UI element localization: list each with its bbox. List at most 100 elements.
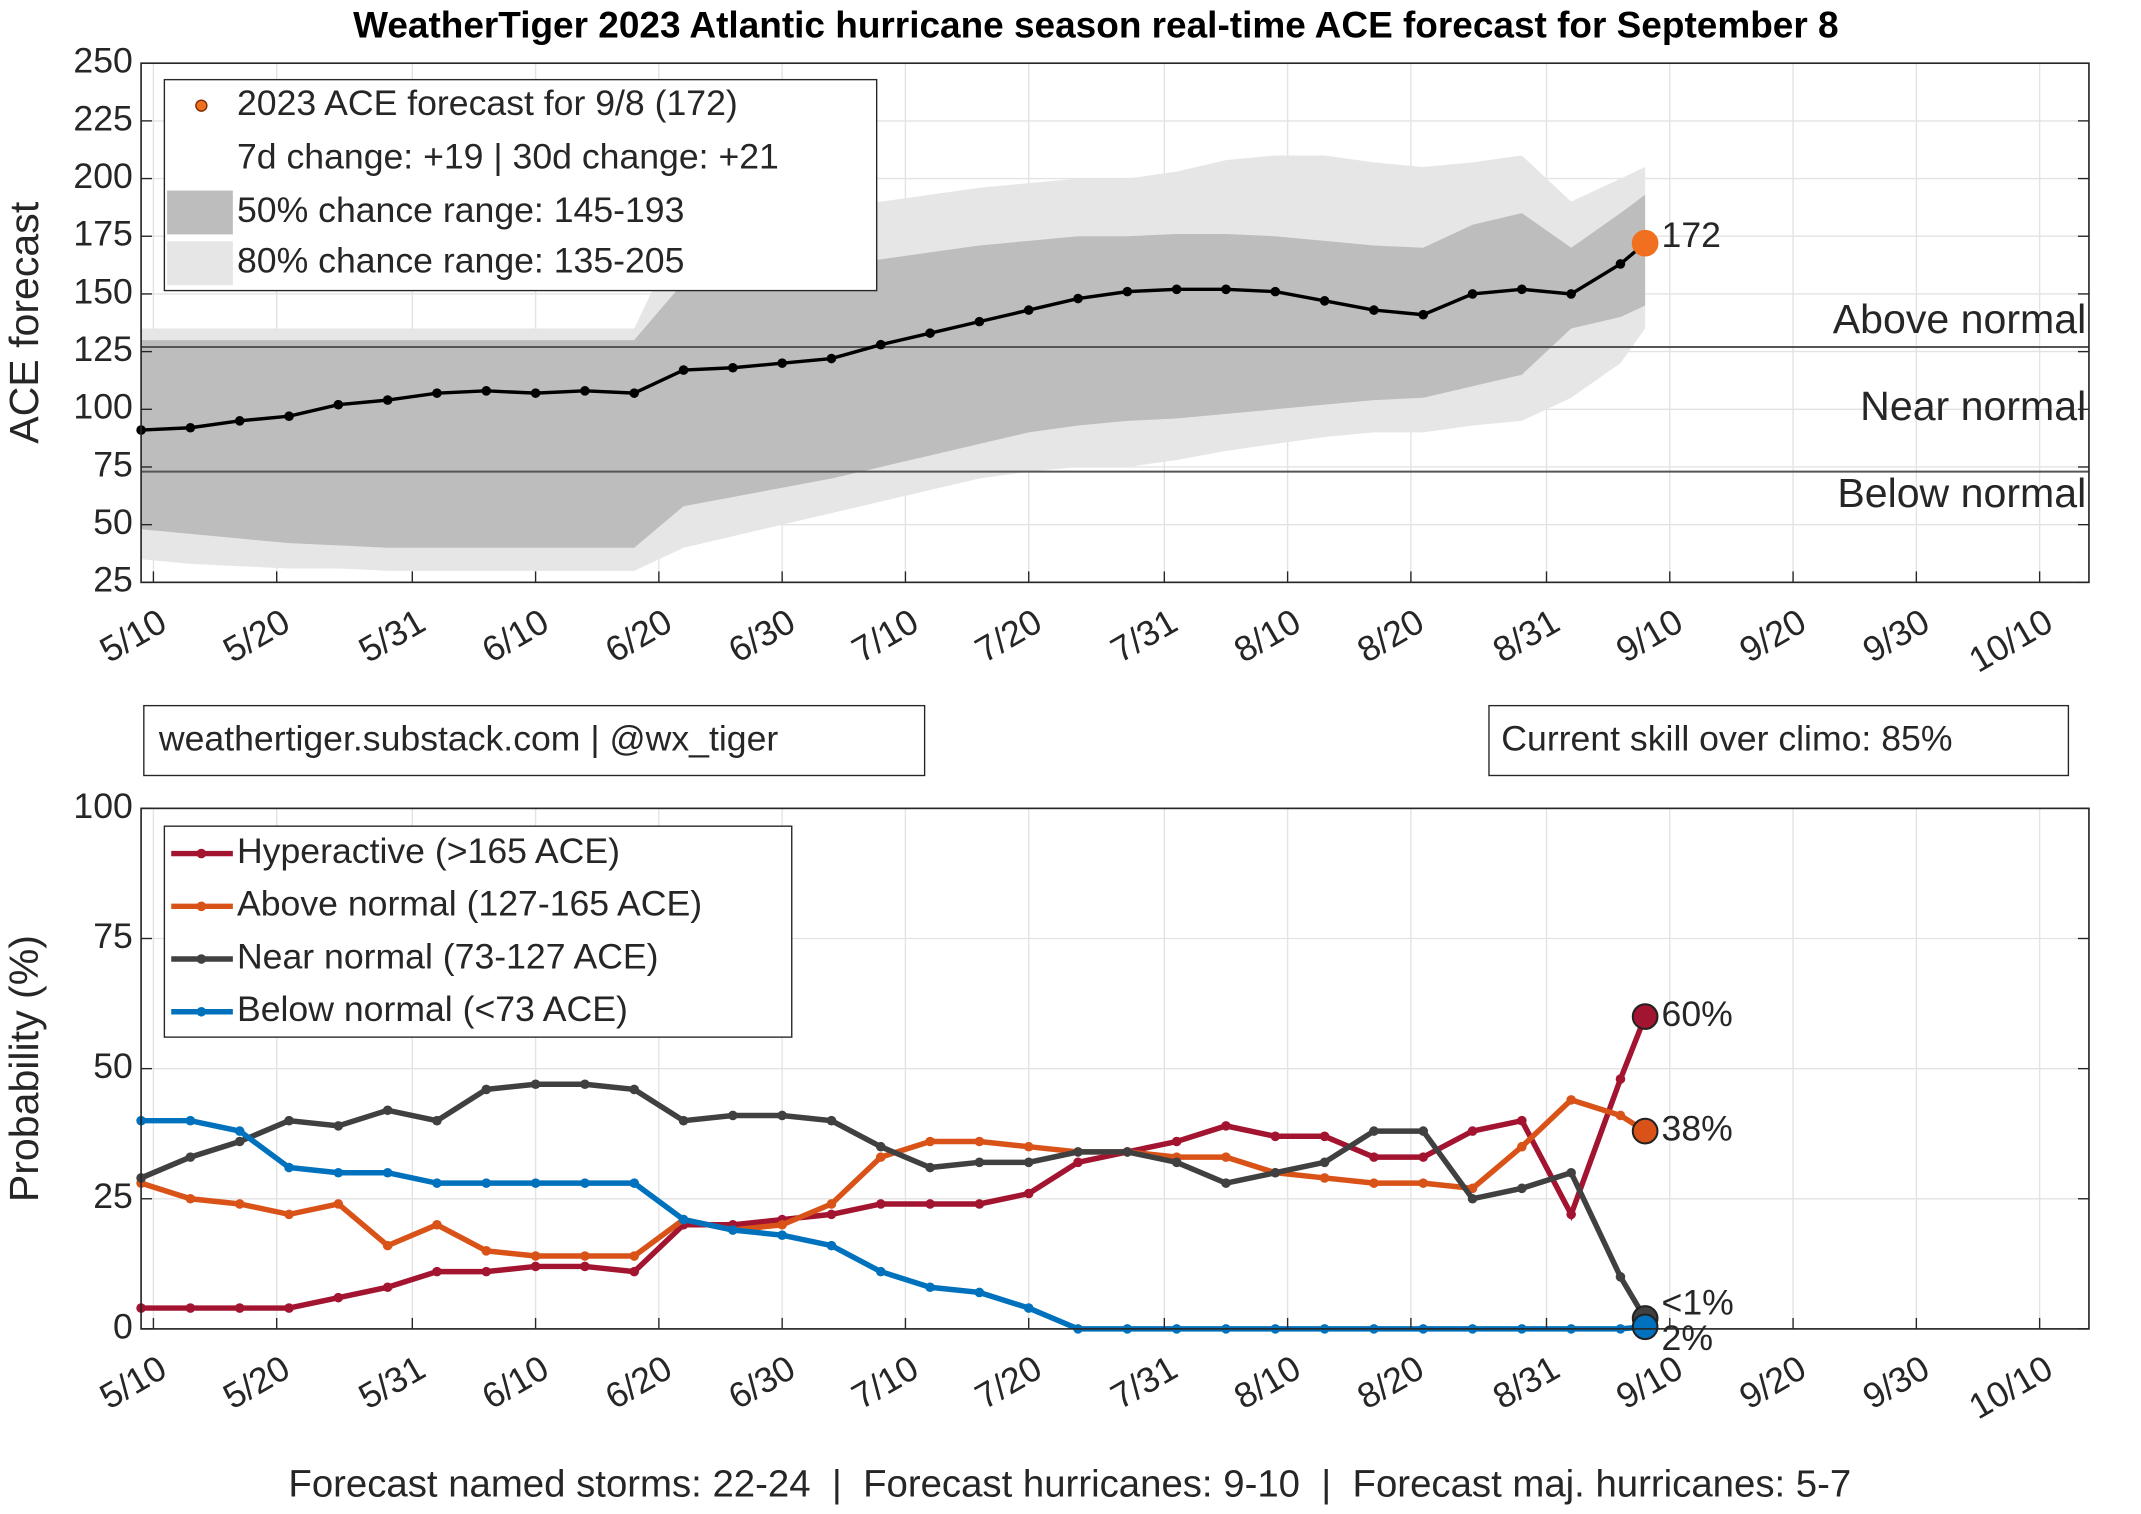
point xyxy=(530,1079,541,1090)
point xyxy=(925,328,935,338)
x-tick-label: 9/10 xyxy=(1609,1348,1689,1417)
point xyxy=(530,1261,541,1272)
x-tick-label: 7/10 xyxy=(845,1348,925,1417)
y-tick-label: 100 xyxy=(73,387,132,427)
x-tick-label: 8/10 xyxy=(1227,1348,1307,1417)
point xyxy=(530,388,541,398)
legend-marker xyxy=(195,99,208,112)
y-tick-label: 225 xyxy=(73,98,132,138)
point xyxy=(234,1136,245,1147)
y-tick-label: 75 xyxy=(93,444,133,484)
y-tick-label: 25 xyxy=(93,1176,133,1216)
point xyxy=(826,353,837,364)
y-tick-label: 125 xyxy=(73,329,132,369)
point xyxy=(1023,1303,1034,1313)
point xyxy=(333,1167,344,1178)
point xyxy=(875,1266,886,1277)
y-axis-label: ACE forecast xyxy=(1,201,47,444)
point xyxy=(1418,1126,1429,1136)
point xyxy=(1171,1136,1182,1147)
point xyxy=(1566,1209,1576,1220)
point xyxy=(432,1178,442,1188)
point xyxy=(481,1084,492,1095)
region-label: Below normal xyxy=(1837,470,2086,516)
y-tick-label: 25 xyxy=(93,560,133,600)
legend-label: Near normal (73-127 ACE) xyxy=(237,936,659,976)
point xyxy=(875,1199,886,1209)
x-tick-label: 7/20 xyxy=(968,1348,1048,1417)
x-tick-label: 5/20 xyxy=(216,601,296,670)
point xyxy=(382,1240,393,1251)
point xyxy=(284,1209,294,1220)
point xyxy=(1369,1126,1379,1136)
point xyxy=(1073,1147,1083,1157)
point xyxy=(1122,1147,1133,1157)
point xyxy=(234,1126,245,1136)
point xyxy=(629,1084,640,1095)
point xyxy=(333,399,344,410)
legend-label: Hyperactive (>165 ACE) xyxy=(237,831,620,871)
point xyxy=(382,395,393,405)
legend-note: 7d change: +19 | 30d change: +21 xyxy=(237,136,779,176)
point xyxy=(777,1110,787,1121)
y-tick-label: 50 xyxy=(93,502,133,542)
legend-label: 80% chance range: 135-205 xyxy=(237,241,684,281)
y-tick-label: 0 xyxy=(113,1306,133,1346)
point xyxy=(875,1152,886,1162)
region-label: Above normal xyxy=(1833,296,2086,342)
point xyxy=(875,1141,886,1152)
point xyxy=(284,1303,294,1313)
axes-box xyxy=(140,62,2090,584)
x-tick-label: 7/20 xyxy=(968,601,1048,670)
point xyxy=(1615,1074,1626,1084)
point xyxy=(925,1199,935,1209)
point xyxy=(1073,293,1083,304)
end-marker xyxy=(1631,1003,1659,1030)
point xyxy=(1467,1183,1478,1194)
point xyxy=(629,388,640,398)
end-marker xyxy=(1631,229,1659,257)
chart-title: WeatherTiger 2023 Atlantic hurricane sea… xyxy=(353,4,1838,45)
point xyxy=(580,1178,590,1188)
point xyxy=(284,1162,294,1173)
end-label: <1% xyxy=(1662,1282,1734,1322)
point xyxy=(777,358,787,368)
x-tick-label: 5/10 xyxy=(93,601,173,670)
point xyxy=(1023,1188,1034,1199)
x-tick-label: 7/10 xyxy=(845,601,925,670)
point xyxy=(1566,1095,1576,1105)
x-tick-label: 9/30 xyxy=(1856,601,1936,670)
point xyxy=(925,1282,935,1293)
point xyxy=(974,1157,985,1168)
credit-box xyxy=(143,704,926,777)
x-tick-label: 8/31 xyxy=(1486,601,1566,670)
x-tick-label: 8/20 xyxy=(1351,601,1431,670)
point xyxy=(432,1219,442,1230)
footer: Forecast named storms: 22-24 | Forecast … xyxy=(288,1463,1851,1506)
x-tick-label: 9/30 xyxy=(1856,1348,1936,1417)
point xyxy=(777,1219,787,1230)
x-tick-label: 8/20 xyxy=(1351,1348,1431,1417)
point xyxy=(629,1266,640,1277)
x-tick-label: 7/31 xyxy=(1104,601,1184,670)
legend-label: Above normal (127-165 ACE) xyxy=(237,884,702,924)
point xyxy=(1369,305,1379,315)
point xyxy=(185,422,196,433)
point xyxy=(1319,1173,1330,1183)
point xyxy=(826,1240,837,1251)
legend-swatch-marker xyxy=(196,848,207,859)
band xyxy=(141,194,1646,548)
point xyxy=(481,1246,492,1256)
point xyxy=(1171,1157,1182,1168)
point xyxy=(1369,1178,1379,1188)
end-label: 60% xyxy=(1662,994,1733,1034)
point xyxy=(925,1162,935,1173)
point xyxy=(1615,259,1626,269)
point xyxy=(728,1225,738,1235)
y-tick-label: 100 xyxy=(73,786,132,826)
point xyxy=(185,1152,196,1162)
series-line xyxy=(141,1015,1648,1311)
point xyxy=(875,339,886,350)
point xyxy=(185,1115,196,1126)
point xyxy=(777,1230,787,1240)
